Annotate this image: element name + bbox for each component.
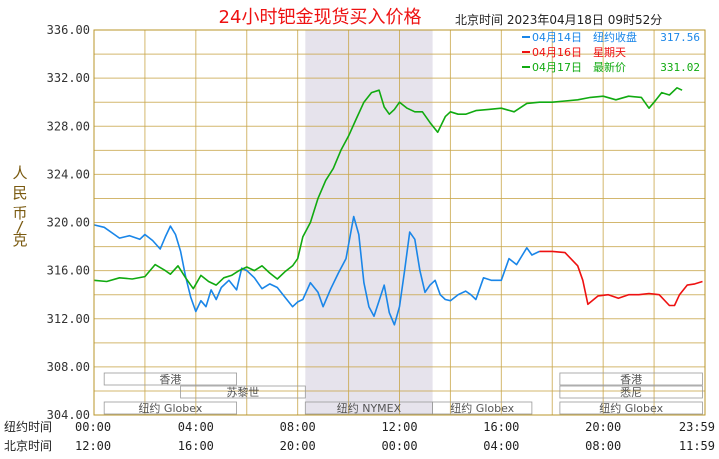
series-line [539, 250, 703, 307]
session-label: 纽约 Globex [599, 401, 663, 415]
y-tick-label: 320.00 [47, 216, 90, 230]
legend-date: 04月16日 [532, 46, 582, 59]
session-bracket [559, 372, 703, 386]
y-tick-label: 332.00 [47, 71, 90, 85]
y-tick-label: 308.00 [47, 360, 90, 374]
session-label: 纽约 NYMEX [337, 401, 402, 415]
session-label: 香港 [620, 373, 642, 386]
y-axis-label-char: 民 [12, 184, 27, 202]
x-tick-label: 08:00 [280, 420, 316, 434]
timestamp: 北京时间 2023年04月18日 09时52分 [455, 13, 662, 27]
chart-title: 24小时钯金现货买入价格 [219, 7, 422, 28]
legend-date: 04月14日 [532, 31, 582, 44]
x-tick-label: 16:00 [178, 439, 214, 453]
legend-date: 04月17日 [532, 61, 582, 74]
x-axis-row-label: 北京时间 [4, 439, 52, 453]
y-tick-label: 304.00 [47, 408, 90, 422]
x-tick-label: 20:00 [585, 420, 621, 434]
y-axis-label-char: / [15, 218, 24, 236]
y-tick-label: 328.00 [47, 119, 90, 133]
series-lines [93, 87, 703, 326]
y-axis-label-char: 人 [12, 164, 27, 182]
x-tick-label: 12:00 [75, 439, 111, 453]
legend: 04月14日 纽约收盘 317.56 04月16日 星期天 04月17日 最新价 331.02 [522, 30, 700, 74]
x-tick-label: 04:00 [483, 439, 519, 453]
x-tick-label: 00:00 [381, 439, 417, 453]
session-label: 悉尼 [620, 386, 642, 399]
legend-desc: 纽约收盘 [593, 30, 637, 44]
plot-frame [93, 29, 706, 416]
session-bracket [103, 372, 237, 386]
x-tick-label: 08:00 [585, 439, 621, 453]
y-axis-label-char: 克 [12, 231, 27, 249]
session-bracket [559, 385, 703, 399]
session-label: 香港 [159, 373, 181, 386]
session-bracket [180, 385, 306, 399]
series-line [93, 215, 540, 326]
x-tick-label: 04:00 [178, 420, 214, 434]
x-axis-row-label: 纽约时间 [4, 419, 52, 434]
y-axis-label-char: 币 [12, 204, 27, 222]
session-bracket [432, 401, 533, 415]
session-label: 纽约 Globex [138, 401, 202, 415]
y-tick-labels: 304.00 308.00 312.00 316.00 320.00 324.00 328.… [47, 23, 90, 422]
legend-value: 317.56 [660, 31, 700, 44]
legend-value: 331.02 [660, 61, 700, 74]
y-tick-label: 324.00 [47, 167, 90, 181]
x-tick-label: 16:00 [483, 420, 519, 434]
x-tick-label: 11:59 [679, 439, 715, 453]
x-tick-label: 20:00 [280, 439, 316, 453]
session-label: 苏黎世 [226, 385, 259, 399]
x-tick-labels: 纽约时间 00:00 04:00 08:00 12:00 16:00 20:00 23:59 北… [4, 419, 715, 453]
y-axis-label: 人 民 币 / 克 [12, 164, 27, 249]
session-label: 纽约 Globex [450, 401, 514, 415]
session-bracket [559, 401, 703, 415]
session-bracket [103, 401, 237, 415]
series-line [93, 87, 683, 290]
x-tick-label: 23:59 [679, 420, 715, 434]
x-tick-label: 00:00 [75, 420, 111, 434]
y-tick-label: 316.00 [47, 264, 90, 278]
x-tick-label: 12:00 [381, 420, 417, 434]
y-tick-label: 336.00 [47, 23, 90, 37]
legend-desc: 星期天 [593, 46, 626, 59]
y-tick-label: 312.00 [47, 312, 90, 326]
legend-desc: 最新价 [593, 60, 626, 74]
